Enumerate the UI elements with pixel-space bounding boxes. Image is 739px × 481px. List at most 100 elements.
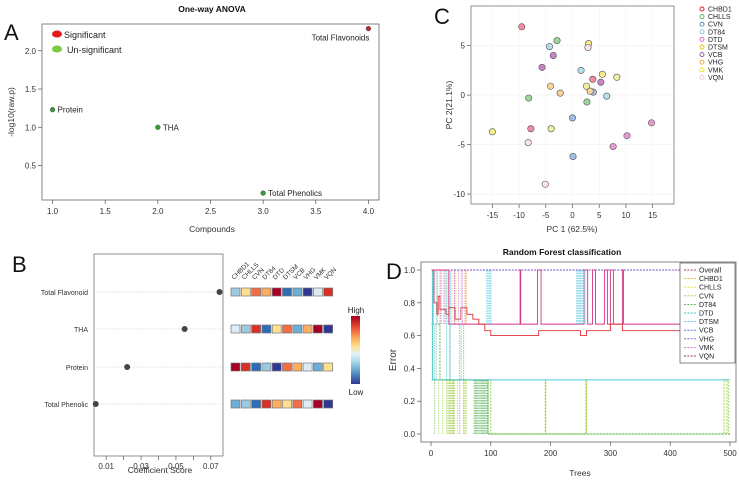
x-tick-label: 10 <box>621 211 630 220</box>
heatmap-cell <box>261 362 272 372</box>
panel-c-grid <box>471 6 674 204</box>
y-tick-label: 0.4 <box>404 364 416 373</box>
legend-marker-vmk <box>699 67 705 73</box>
panel-d-title: Random Forest classification <box>503 247 622 257</box>
panel-c-y-ticks: -10 -5 0 5 <box>453 42 471 199</box>
heatmap-cell <box>251 399 261 409</box>
legend-label: VCB <box>708 52 723 59</box>
pca-point-vhg <box>586 87 594 95</box>
heatmap-cell <box>271 287 282 297</box>
x-tick-label: 1.5 <box>100 207 112 216</box>
panel-b-colorscale: High Low <box>348 306 364 397</box>
panel-d-x-ticks: 0 100 200 300 400 500 <box>429 442 737 458</box>
x-tick-label: 5 <box>597 211 602 220</box>
legend-label: VHG <box>708 60 723 67</box>
pca-point-dtd <box>609 143 617 151</box>
heatmap-cell <box>323 362 334 372</box>
panel-a-points: Protein THA Total Phenolics Total Flavonoid… <box>49 25 372 198</box>
feature-label: THA <box>74 327 88 334</box>
heatmap-cell <box>282 287 292 297</box>
x-tick-label: 0.03 <box>133 462 149 471</box>
point-label: Total Flavonoids <box>312 34 370 43</box>
point-protein <box>49 107 56 113</box>
pca-point-vmk <box>547 125 555 133</box>
legend-marker-vcb <box>699 52 705 58</box>
pca-point-chlls <box>583 98 591 106</box>
x-tick-label: 3.0 <box>258 207 270 216</box>
legend-marker-dtd <box>699 36 705 42</box>
legend-marker-dtsm <box>699 44 705 50</box>
heatmap-cell <box>230 287 241 297</box>
x-tick-label: 500 <box>723 449 737 458</box>
panel-b-x-ticks: 0.01 0.03 0.05 0.07 <box>98 456 219 471</box>
pca-point-dtd <box>648 119 656 127</box>
legend-label: VCB <box>699 328 714 335</box>
panel-a-ylabel: -log10(raw.p) <box>6 87 16 137</box>
x-tick-label: 100 <box>484 449 498 458</box>
x-tick-label: 0 <box>429 449 434 458</box>
legend-label: VQN <box>699 354 714 361</box>
heatmap-cell <box>323 324 334 334</box>
heatmap-cell <box>302 362 313 372</box>
point-label: THA <box>163 123 180 132</box>
panel-a-anova: One-way ANOVA A Compounds -log10(raw.p) … <box>4 4 380 234</box>
heatmap-cell <box>251 362 261 372</box>
legend-label: VMK <box>699 345 715 352</box>
panel-b-letter: B <box>12 252 27 277</box>
legend-marker-cvn <box>699 21 705 27</box>
panel-d-random-forest: Random Forest classification D Trees Err… <box>386 247 737 478</box>
y-tick-label: 1.0 <box>25 123 37 132</box>
feature-label: Total Phenolic <box>44 402 88 409</box>
x-tick-label: 300 <box>604 449 618 458</box>
pca-point-vmk <box>613 73 621 81</box>
pca-point-chlls <box>553 37 561 45</box>
y-tick-label: 0.0 <box>404 430 416 439</box>
y-tick-label: -5 <box>458 141 466 150</box>
legend-label: CHLLS <box>708 14 731 21</box>
panel-c-x-ticks: -15 -10 -5 0 5 10 15 <box>487 204 658 220</box>
legend-label: DT84 <box>699 302 716 309</box>
heatmap-cell <box>251 324 261 334</box>
panel-b-xlabel: Coefficient Score <box>128 465 193 475</box>
x-tick-label: 0 <box>570 211 575 220</box>
panel-a-legend: Significant Un-significant <box>52 30 122 55</box>
pca-point-cvn <box>568 114 576 122</box>
panel-a-x-ticks: 1.0 1.5 2.0 2.5 3.0 3.5 4.0 <box>47 200 375 216</box>
panel-d-y-ticks: 0.0 0.2 0.4 0.6 0.8 1.0 <box>404 266 421 439</box>
pca-point-dtsm <box>598 70 606 78</box>
heatmap-cell <box>240 287 251 297</box>
rf-line-cvn <box>431 379 730 435</box>
point-label: Total Phenolics <box>268 189 322 198</box>
heatmap-cell <box>230 362 241 372</box>
pca-point-dt84 <box>577 66 585 74</box>
coef-point-total-phenolic <box>92 401 99 407</box>
colorscale-low-label: Low <box>349 388 364 397</box>
y-tick-label: 0 <box>461 91 466 100</box>
legend-unsignificant-marker <box>52 45 62 53</box>
y-tick-label: -10 <box>453 190 465 199</box>
panel-a-title: One-way ANOVA <box>178 4 246 14</box>
panel-c-ylabel: PC 2(21.1%) <box>444 81 454 130</box>
pca-point-chlls <box>525 94 533 102</box>
heatmap-cell <box>261 287 272 297</box>
heatmap-cell <box>271 324 282 334</box>
x-tick-label: -5 <box>542 211 550 220</box>
heatmap-cell <box>323 287 334 297</box>
pca-point-vmk <box>582 82 590 90</box>
heatmap-cell <box>292 287 303 297</box>
panel-c-xlabel: PC 1 (62.5%) <box>546 224 597 234</box>
coef-point-total-flavonoid <box>216 289 223 295</box>
panel-b-coefficients: B Coefficient Score 0.01 0.03 0.05 0.07 Tot… <box>12 252 364 475</box>
legend-label: DTD <box>699 311 713 318</box>
x-tick-label: 4.0 <box>363 207 375 216</box>
y-tick-label: 0.2 <box>404 397 416 406</box>
legend-label: CHLLS <box>699 285 722 292</box>
pca-point-vqn <box>541 180 549 188</box>
heatmap-cell <box>240 399 251 409</box>
x-tick-label: 2.0 <box>152 207 164 216</box>
x-tick-label: -10 <box>513 211 525 220</box>
legend-label: Overall <box>699 268 722 275</box>
panel-d-ylabel: Error <box>388 348 399 371</box>
